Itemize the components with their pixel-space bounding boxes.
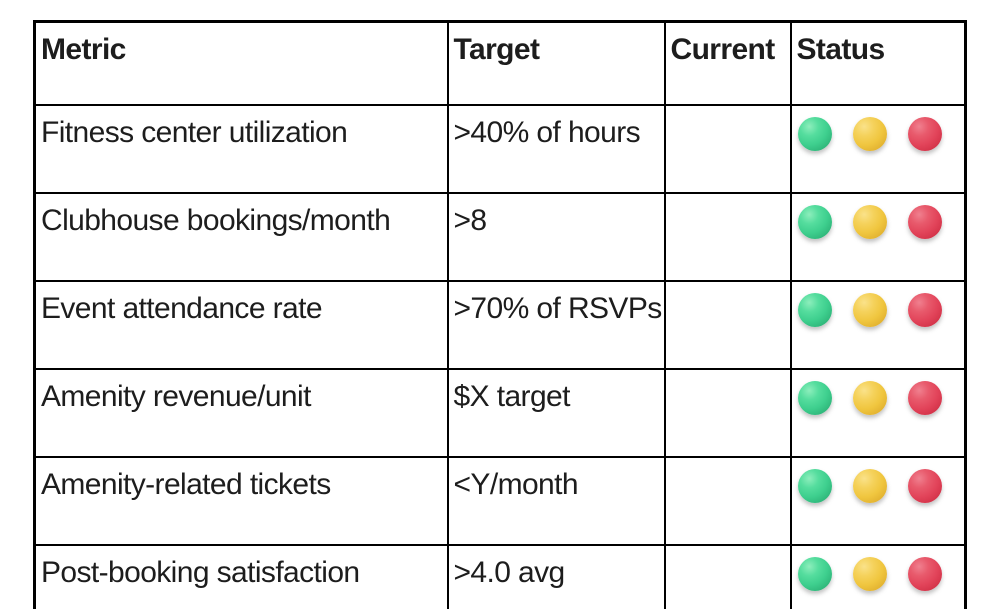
metrics-table: Metric Target Current Status Fitness cen… (33, 20, 967, 609)
red-circle-icon (907, 557, 942, 591)
green-circle-icon (797, 557, 832, 591)
table-row: Post-booking satisfaction >4.0 avg (33, 544, 967, 609)
status-dots (797, 469, 961, 503)
current-cell[interactable] (663, 544, 792, 609)
column-header-metric: Metric (33, 20, 449, 106)
red-circle-icon (907, 117, 942, 151)
table-row: Amenity revenue/unit $X target (33, 368, 967, 458)
current-cell[interactable] (663, 456, 792, 546)
header-row: Metric Target Current Status (33, 20, 967, 106)
metric-cell: Fitness center utilization (33, 104, 449, 194)
target-cell: <Y/month (446, 456, 666, 546)
status-dots (797, 381, 961, 415)
yellow-circle-icon (852, 205, 887, 239)
current-cell[interactable] (663, 104, 792, 194)
target-cell: >8 (446, 192, 666, 282)
target-cell: $X target (446, 368, 666, 458)
metric-cell: Post-booking satisfaction (33, 544, 449, 609)
red-circle-icon (907, 381, 942, 415)
green-circle-icon (797, 469, 832, 503)
status-cell (789, 104, 967, 194)
table-row: Event attendance rate >70% of RSVPs (33, 280, 967, 370)
target-cell: >4.0 avg (446, 544, 666, 609)
status-dots (797, 205, 961, 239)
red-circle-icon (907, 469, 942, 503)
yellow-circle-icon (852, 469, 887, 503)
status-cell (789, 456, 967, 546)
current-cell[interactable] (663, 192, 792, 282)
green-circle-icon (797, 205, 832, 239)
yellow-circle-icon (852, 293, 887, 327)
column-header-target: Target (446, 20, 666, 106)
status-dots (797, 117, 961, 151)
metric-cell: Amenity-related tickets (33, 456, 449, 546)
status-cell (789, 368, 967, 458)
target-cell: >70% of RSVPs (446, 280, 666, 370)
current-cell[interactable] (663, 280, 792, 370)
table-row: Fitness center utilization >40% of hours (33, 104, 967, 194)
yellow-circle-icon (852, 557, 887, 591)
green-circle-icon (797, 381, 832, 415)
status-cell (789, 280, 967, 370)
table-row: Amenity-related tickets <Y/month (33, 456, 967, 546)
status-dots (797, 293, 961, 327)
table-row: Clubhouse bookings/month >8 (33, 192, 967, 282)
target-cell: >40% of hours (446, 104, 666, 194)
current-cell[interactable] (663, 368, 792, 458)
red-circle-icon (907, 293, 942, 327)
column-header-status: Status (789, 20, 967, 106)
metric-cell: Amenity revenue/unit (33, 368, 449, 458)
yellow-circle-icon (852, 117, 887, 151)
red-circle-icon (907, 205, 942, 239)
green-circle-icon (797, 117, 832, 151)
metric-cell: Clubhouse bookings/month (33, 192, 449, 282)
status-dots (797, 557, 961, 591)
column-header-current: Current (663, 20, 792, 106)
status-cell (789, 192, 967, 282)
green-circle-icon (797, 293, 832, 327)
yellow-circle-icon (852, 381, 887, 415)
status-cell (789, 544, 967, 609)
metric-cell: Event attendance rate (33, 280, 449, 370)
